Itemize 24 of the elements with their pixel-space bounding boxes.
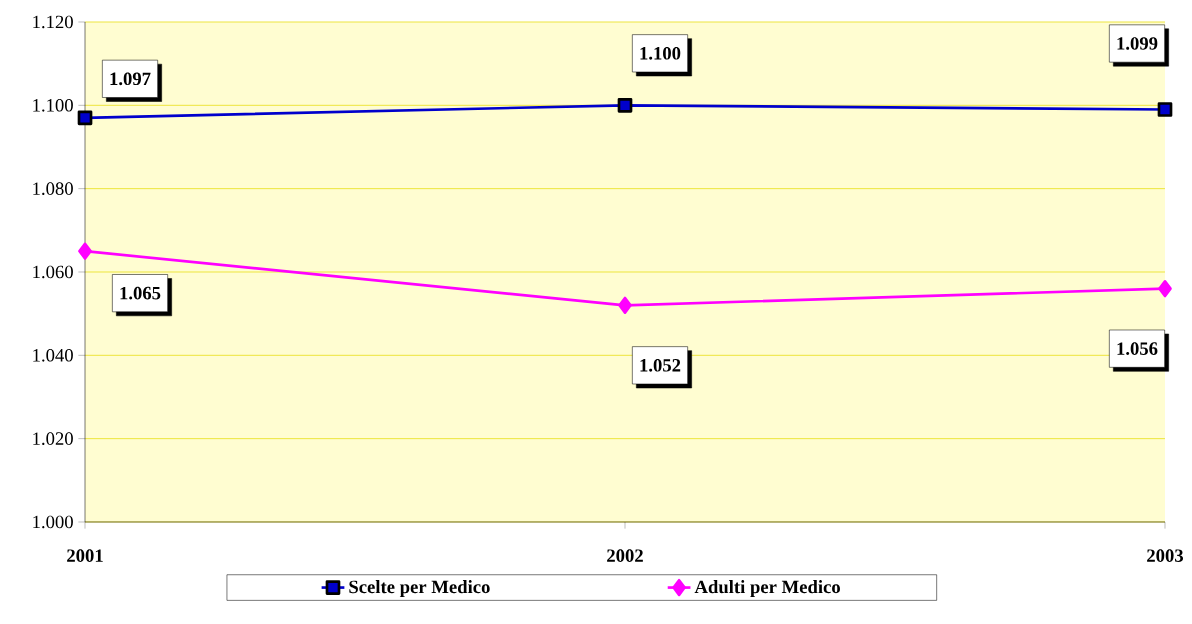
data-label: 1.056 bbox=[1117, 342, 1158, 355]
x-tick-label: 2001 bbox=[67, 549, 103, 562]
x-tick-label: 2003 bbox=[1147, 549, 1184, 562]
y-tick-label: 1.100 bbox=[33, 98, 73, 112]
data-label: 1.052 bbox=[640, 358, 681, 372]
point bbox=[77, 110, 93, 126]
y-tick-label: 1.060 bbox=[33, 265, 73, 279]
legend-label: Adulti per Medico bbox=[694, 580, 840, 598]
data-label: 1.100 bbox=[640, 46, 681, 60]
data-label: 1.097 bbox=[110, 72, 151, 86]
data-label: 1.065 bbox=[120, 286, 161, 300]
y-tick-label: 1.120 bbox=[33, 15, 73, 29]
y-tick-label: 1.000 bbox=[33, 515, 73, 529]
data-label: 1.099 bbox=[1117, 37, 1158, 50]
point bbox=[78, 242, 92, 260]
y-tick-label: 1.080 bbox=[33, 182, 73, 195]
legend-label: Scelte per Medico bbox=[349, 580, 490, 598]
point bbox=[1157, 102, 1173, 117]
x-tick-label: 2002 bbox=[607, 549, 643, 562]
y-tick-label: 1.040 bbox=[33, 348, 73, 362]
y-tick-label: 1.020 bbox=[33, 432, 73, 445]
point bbox=[617, 97, 633, 113]
point bbox=[1158, 279, 1172, 298]
point bbox=[618, 296, 632, 314]
